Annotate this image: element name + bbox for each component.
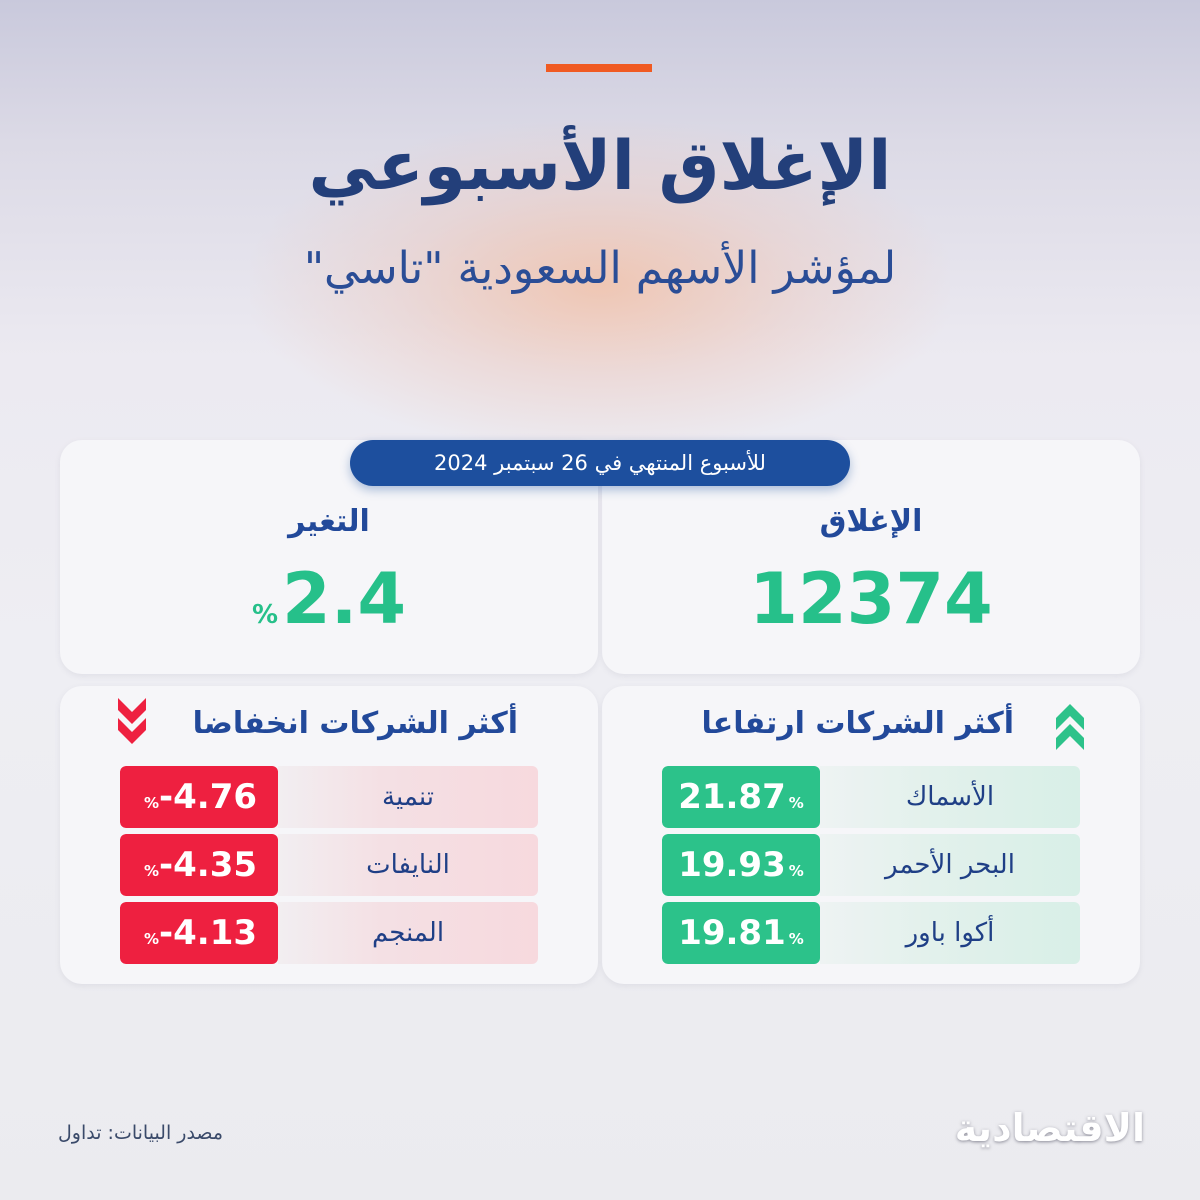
company-change: %-4.13: [120, 902, 278, 964]
company-name: النايفات: [278, 834, 538, 896]
week-label: للأسبوع المنتهي في 26 سبتمبر 2024: [350, 440, 850, 486]
page-title: الإغلاق الأسبوعي: [308, 127, 892, 206]
list-item: الأسماك 21.87%: [662, 766, 1080, 828]
change-unit: %: [251, 600, 279, 630]
double-chevron-down-icon: [118, 698, 146, 744]
change-label: التغير: [288, 504, 370, 539]
company-change: %-4.76: [120, 766, 278, 828]
company-name: أكوا باور: [820, 902, 1080, 964]
close-value: 12374: [602, 558, 1140, 640]
company-name: تنمية: [278, 766, 538, 828]
list-item: البحر الأحمر 19.93%: [662, 834, 1080, 896]
list-item: أكوا باور 19.81%: [662, 902, 1080, 964]
gainers-card: أكثر الشركات ارتفاعا الأسماك 21.87% البح…: [602, 686, 1140, 984]
gainers-title: أكثر الشركات ارتفاعا: [701, 706, 1014, 741]
close-number: 12374: [749, 558, 993, 640]
close-label: الإغلاق: [819, 504, 923, 539]
change-value: %2.4: [60, 558, 598, 640]
losers-card: أكثر الشركات انخفاضا تنمية %-4.76 النايف…: [60, 686, 598, 984]
company-name: البحر الأحمر: [820, 834, 1080, 896]
double-chevron-up-icon: [1056, 704, 1084, 750]
brand-logo: الاقتصادية: [954, 1106, 1145, 1150]
change-card: التغير %2.4: [60, 440, 598, 674]
company-change: 19.81%: [662, 902, 820, 964]
company-name: المنجم: [278, 902, 538, 964]
company-name: الأسماك: [820, 766, 1080, 828]
list-item: النايفات %-4.35: [120, 834, 538, 896]
accent-bar: [546, 64, 652, 72]
page-subtitle: لمؤشر الأسهم السعودية "تاسي": [303, 243, 897, 294]
company-change: 21.87%: [662, 766, 820, 828]
list-item: المنجم %-4.13: [120, 902, 538, 964]
change-number: 2.4: [282, 558, 407, 640]
company-change: %-4.35: [120, 834, 278, 896]
losers-title: أكثر الشركات انخفاضا: [192, 706, 518, 741]
list-item: تنمية %-4.76: [120, 766, 538, 828]
data-source: مصدر البيانات: تداول: [58, 1122, 224, 1144]
company-change: 19.93%: [662, 834, 820, 896]
